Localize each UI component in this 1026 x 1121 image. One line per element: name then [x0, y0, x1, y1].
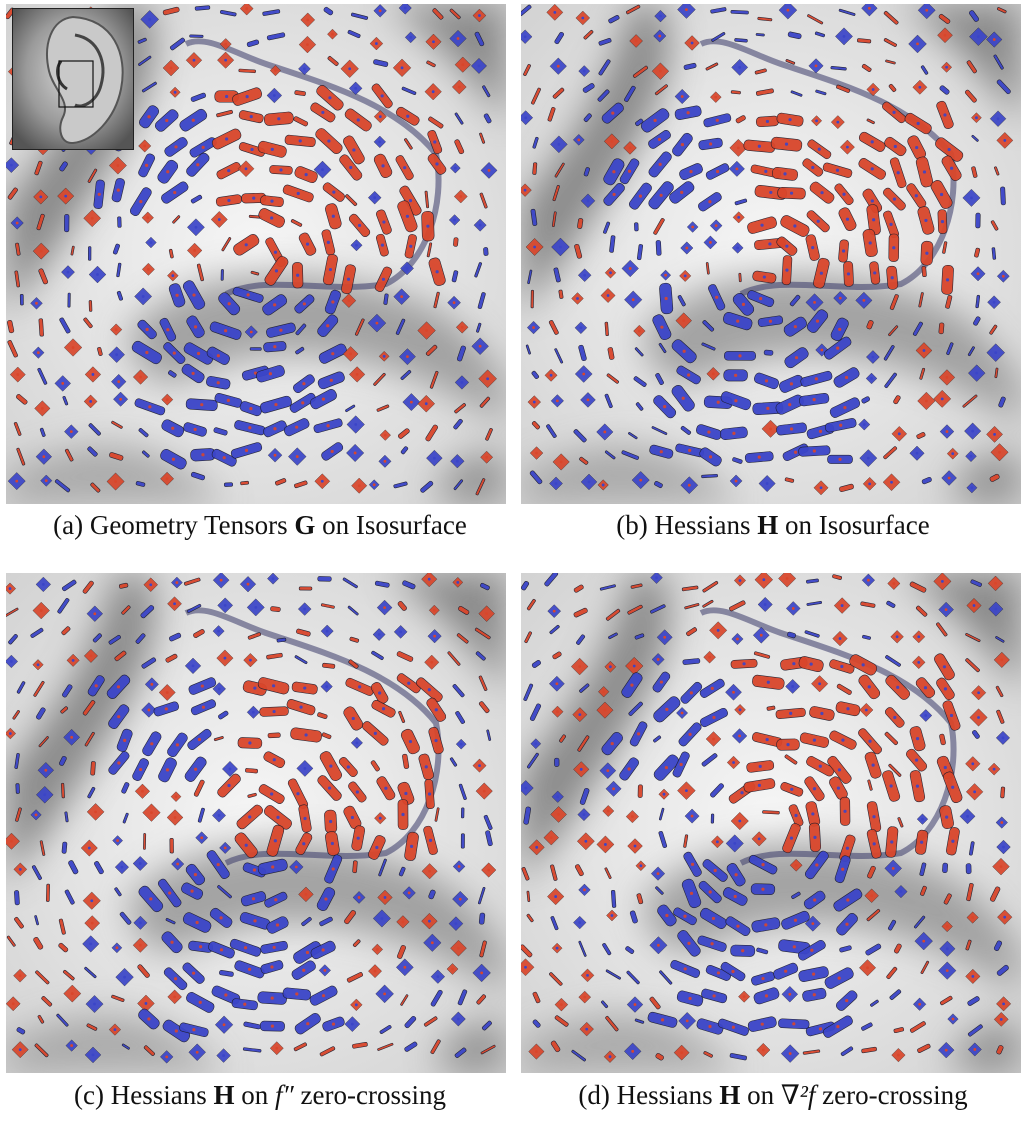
- surface-render-c: [6, 573, 506, 1073]
- panel-a-image: [6, 4, 506, 504]
- caption-text-pre: Hessians: [110, 1080, 214, 1110]
- caption-label: (b): [616, 510, 648, 540]
- ear-thumbnail: [13, 9, 133, 149]
- caption-a: (a) Geometry Tensors G on Isosurface: [0, 510, 520, 541]
- surface-render-a: [6, 4, 506, 504]
- panel-d-image: [521, 573, 1021, 1073]
- caption-bold-symbol: H: [757, 510, 779, 540]
- caption-label: (c): [74, 1080, 104, 1110]
- caption-c: (c) Hessians H on f″ zero-crossing: [0, 1080, 520, 1111]
- caption-math: ∇²f: [780, 1080, 816, 1110]
- panel-c-image: [6, 573, 506, 1073]
- panel-b-image: [521, 4, 1021, 504]
- caption-d: (d) Hessians H on ∇²f zero-crossing: [520, 1080, 1026, 1111]
- caption-text-tail: zero-crossing: [293, 1080, 446, 1110]
- caption-label: (d): [578, 1080, 610, 1110]
- caption-text-post: on Isosurface: [315, 510, 467, 540]
- caption-text-pre: Hessians: [654, 510, 758, 540]
- caption-text-tail: zero-crossing: [815, 1080, 968, 1110]
- caption-label: (a): [53, 510, 84, 540]
- caption-bold-symbol: H: [213, 1080, 235, 1110]
- ear-model-inset: [12, 8, 134, 150]
- caption-bold-symbol: H: [719, 1080, 741, 1110]
- caption-text-post: on: [234, 1080, 276, 1110]
- caption-math: f″: [275, 1080, 294, 1110]
- surface-render-d: [521, 573, 1021, 1073]
- caption-text-post: on Isosurface: [778, 510, 930, 540]
- caption-text-pre: Geometry Tensors: [89, 510, 295, 540]
- caption-b: (b) Hessians H on Isosurface: [520, 510, 1026, 541]
- caption-text-post: on: [740, 1080, 781, 1110]
- surface-render-b: [521, 4, 1021, 504]
- caption-bold-symbol: G: [294, 510, 316, 540]
- caption-text-pre: Hessians: [616, 1080, 720, 1110]
